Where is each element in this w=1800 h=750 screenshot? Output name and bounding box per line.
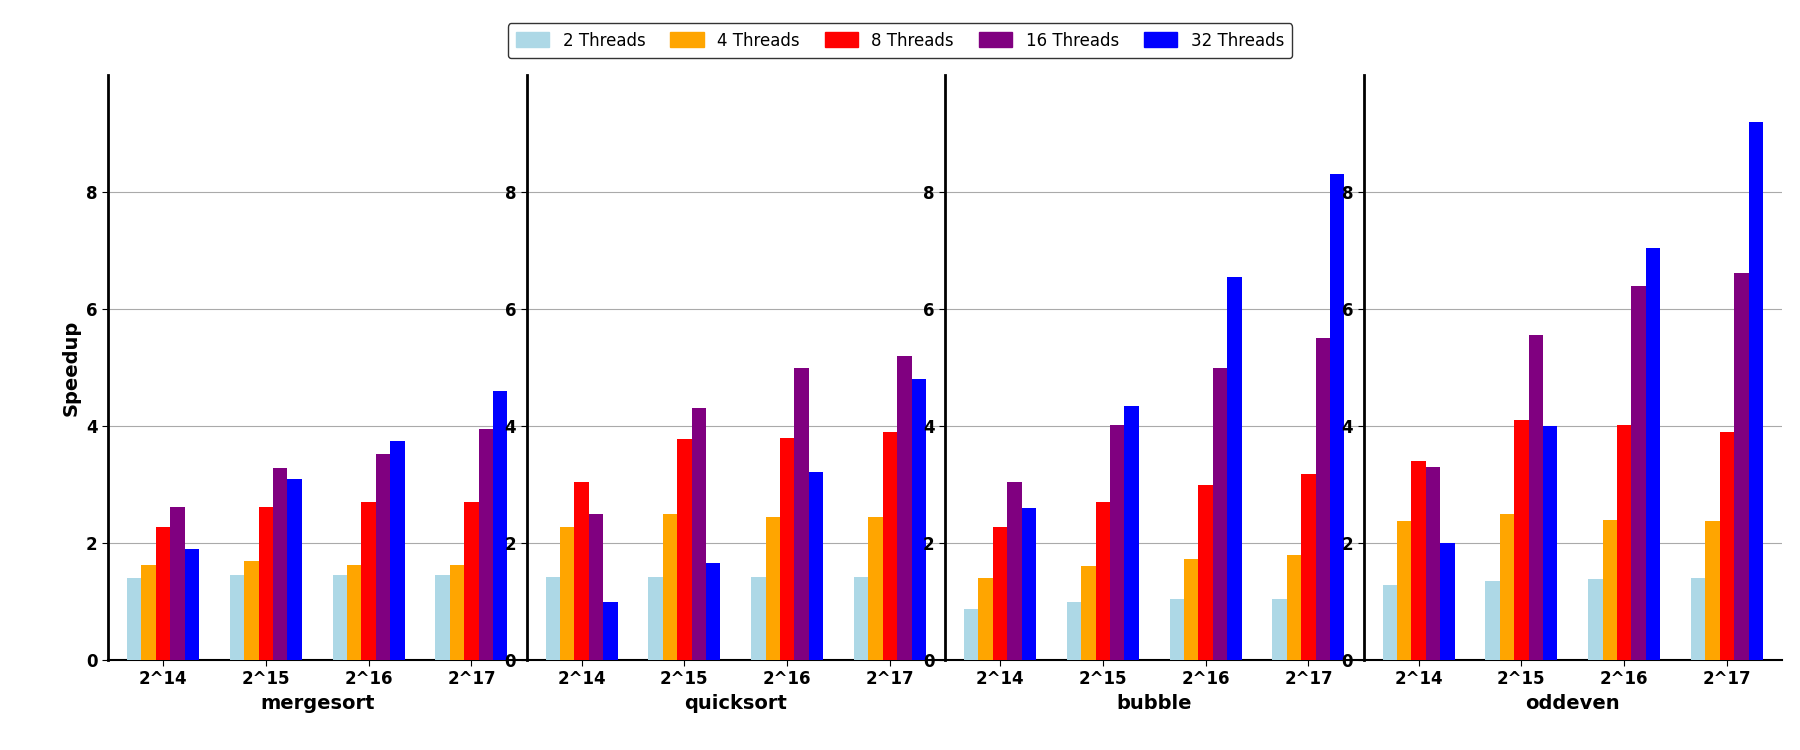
Bar	[560, 526, 574, 660]
Bar	[1631, 286, 1645, 660]
Bar	[1528, 335, 1543, 660]
Bar	[1199, 484, 1213, 660]
Bar	[779, 438, 794, 660]
Bar	[1382, 585, 1397, 660]
Bar	[274, 468, 288, 660]
Bar	[157, 526, 171, 660]
Bar	[1316, 338, 1330, 660]
Bar	[436, 575, 450, 660]
Bar	[911, 380, 925, 660]
Bar	[493, 391, 508, 660]
Bar	[706, 563, 720, 660]
Bar	[1588, 579, 1602, 660]
Bar	[1748, 122, 1762, 660]
Bar	[882, 432, 896, 660]
Bar	[994, 526, 1008, 660]
Bar	[1485, 581, 1499, 660]
Bar	[545, 577, 560, 660]
Bar	[751, 577, 765, 660]
Bar	[965, 608, 979, 660]
Bar	[1616, 424, 1631, 660]
Bar	[1111, 424, 1125, 660]
Y-axis label: Speedup: Speedup	[61, 320, 81, 416]
Bar	[589, 514, 603, 660]
Bar	[479, 429, 493, 660]
Bar	[1082, 566, 1096, 660]
Bar	[1499, 514, 1514, 660]
Bar	[1022, 508, 1037, 660]
Bar	[1690, 578, 1705, 660]
Bar	[1602, 520, 1616, 660]
Bar	[853, 577, 868, 660]
Bar	[171, 507, 185, 660]
Bar	[259, 507, 274, 660]
Bar	[765, 517, 779, 660]
X-axis label: oddeven: oddeven	[1525, 694, 1620, 713]
Bar	[1067, 602, 1082, 660]
Bar	[1514, 420, 1528, 660]
Bar	[896, 356, 911, 660]
Bar	[979, 578, 994, 660]
Bar	[574, 482, 589, 660]
Bar	[333, 575, 347, 660]
Bar	[808, 472, 823, 660]
Bar	[450, 566, 464, 660]
Bar	[1301, 474, 1316, 660]
Bar	[464, 502, 479, 660]
Bar	[1705, 520, 1719, 660]
Bar	[603, 602, 617, 660]
Bar	[794, 368, 808, 660]
Bar	[648, 577, 662, 660]
Bar	[347, 566, 362, 660]
Bar	[1170, 598, 1184, 660]
Bar	[391, 441, 405, 660]
Bar	[1008, 482, 1022, 660]
Bar	[288, 478, 302, 660]
Bar	[1440, 543, 1454, 660]
Bar	[1426, 467, 1440, 660]
Bar	[1228, 277, 1242, 660]
X-axis label: bubble: bubble	[1116, 694, 1192, 713]
Bar	[1273, 598, 1287, 660]
Bar	[1411, 461, 1426, 660]
Bar	[868, 517, 882, 660]
Bar	[245, 560, 259, 660]
Bar	[1543, 426, 1557, 660]
Bar	[1330, 175, 1345, 660]
Bar	[662, 514, 677, 660]
X-axis label: mergesort: mergesort	[259, 694, 374, 713]
Bar	[1213, 368, 1228, 660]
X-axis label: quicksort: quicksort	[684, 694, 787, 713]
Legend: 2 Threads, 4 Threads, 8 Threads, 16 Threads, 32 Threads: 2 Threads, 4 Threads, 8 Threads, 16 Thre…	[508, 23, 1292, 58]
Bar	[142, 566, 157, 660]
Bar	[128, 578, 142, 660]
Bar	[677, 439, 691, 660]
Bar	[1096, 502, 1111, 660]
Bar	[1184, 560, 1199, 660]
Bar	[362, 502, 376, 660]
Bar	[185, 549, 200, 660]
Bar	[230, 575, 245, 660]
Bar	[1287, 555, 1301, 660]
Bar	[1733, 273, 1748, 660]
Bar	[1125, 406, 1139, 660]
Bar	[1719, 432, 1733, 660]
Bar	[376, 454, 391, 660]
Bar	[1645, 248, 1660, 660]
Bar	[1397, 520, 1411, 660]
Bar	[691, 409, 706, 660]
